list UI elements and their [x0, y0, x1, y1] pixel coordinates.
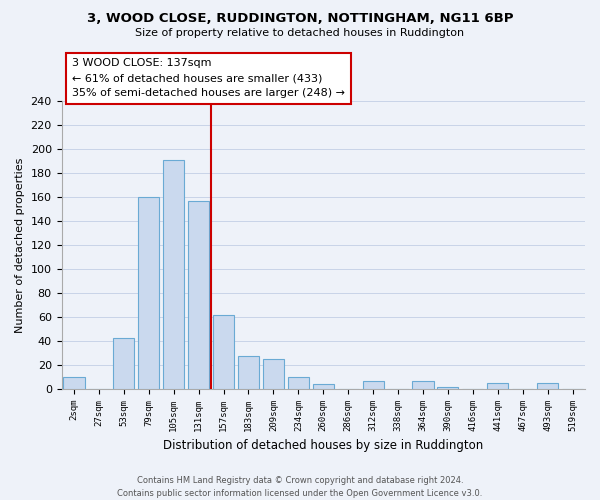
Bar [188, 200, 209, 389]
Bar [138, 197, 160, 389]
Bar [213, 314, 234, 389]
Bar [113, 338, 134, 389]
Text: 3, WOOD CLOSE, RUDDINGTON, NOTTINGHAM, NG11 6BP: 3, WOOD CLOSE, RUDDINGTON, NOTTINGHAM, N… [87, 12, 513, 26]
Bar [64, 377, 85, 389]
Text: 3 WOOD CLOSE: 137sqm
← 61% of detached houses are smaller (433)
35% of semi-deta: 3 WOOD CLOSE: 137sqm ← 61% of detached h… [72, 58, 345, 98]
Bar [263, 359, 284, 389]
Bar [362, 381, 384, 389]
Y-axis label: Number of detached properties: Number of detached properties [15, 158, 25, 333]
Bar [288, 377, 309, 389]
Text: Contains HM Land Registry data © Crown copyright and database right 2024.
Contai: Contains HM Land Registry data © Crown c… [118, 476, 482, 498]
Bar [437, 387, 458, 389]
Bar [163, 160, 184, 389]
X-axis label: Distribution of detached houses by size in Ruddington: Distribution of detached houses by size … [163, 440, 484, 452]
Text: Size of property relative to detached houses in Ruddington: Size of property relative to detached ho… [136, 28, 464, 38]
Bar [412, 381, 434, 389]
Bar [313, 384, 334, 389]
Bar [487, 383, 508, 389]
Bar [537, 383, 558, 389]
Bar [238, 356, 259, 389]
